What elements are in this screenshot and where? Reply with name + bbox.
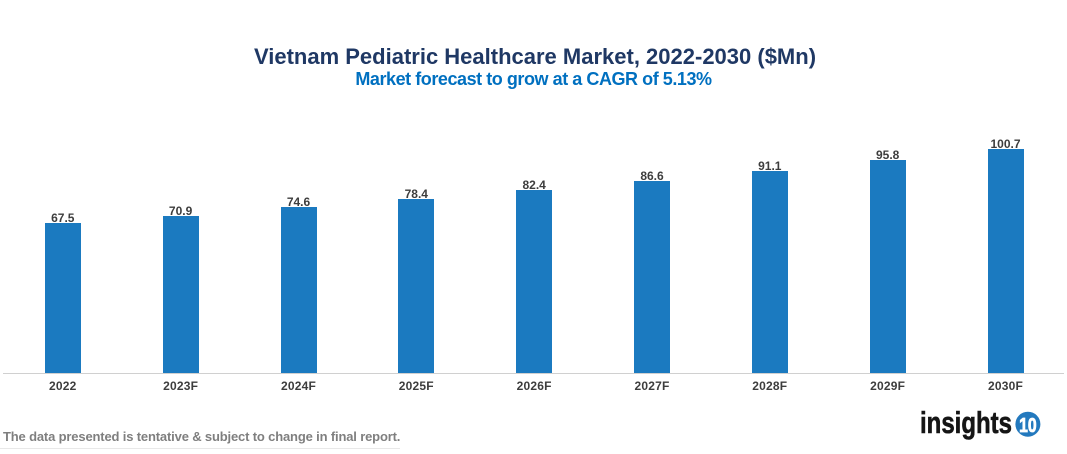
svg-text:10: 10 — [1019, 415, 1037, 437]
svg-text:insights: insights — [920, 405, 1012, 440]
